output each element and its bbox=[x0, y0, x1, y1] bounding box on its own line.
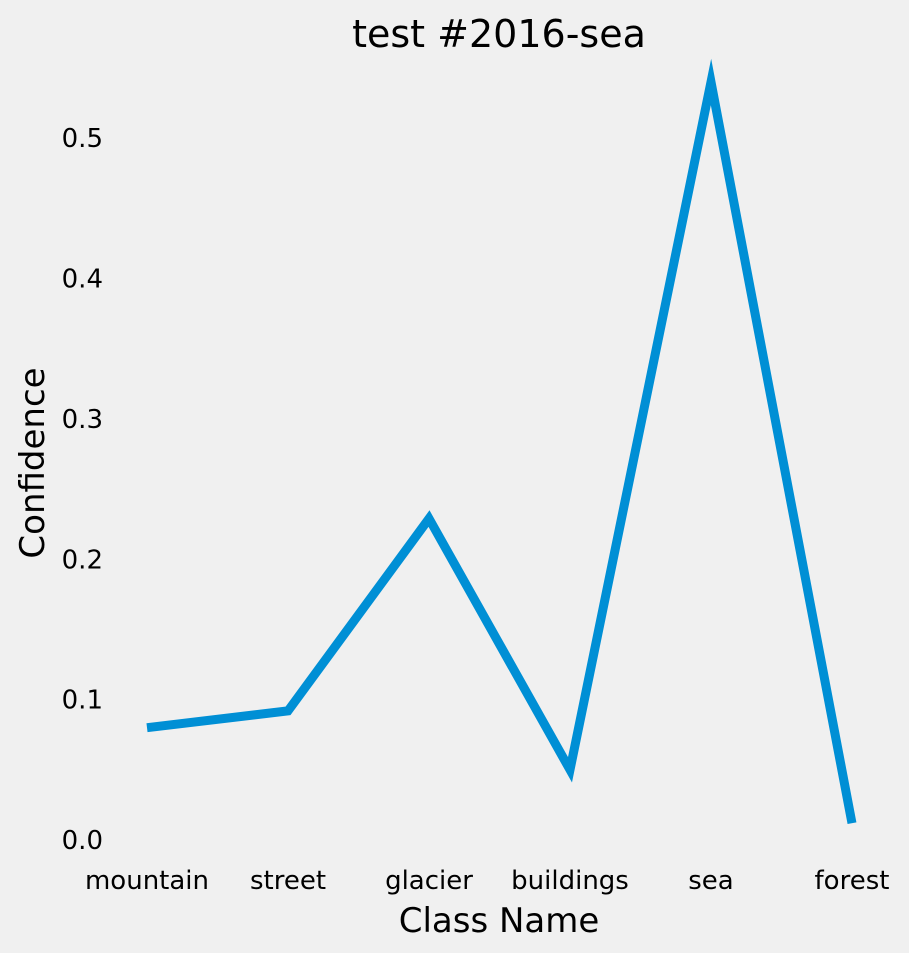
x-tick-label: sea bbox=[688, 866, 733, 896]
x-tick-label: glacier bbox=[385, 866, 473, 896]
x-tick-label: buildings bbox=[511, 866, 629, 896]
y-tick-label: 0.3 bbox=[62, 405, 103, 435]
chart-title: test #2016-sea bbox=[352, 12, 646, 56]
y-tick-label: 0.2 bbox=[62, 545, 103, 575]
x-axis-ticks: mountain street glacier buildings sea forest bbox=[85, 866, 889, 896]
y-tick-label: 0.0 bbox=[62, 826, 103, 856]
y-axis-label: Confidence bbox=[13, 367, 53, 558]
series-line bbox=[146, 58, 857, 825]
y-tick-label: 0.5 bbox=[62, 124, 103, 154]
x-tick-label: mountain bbox=[85, 866, 209, 896]
y-axis-ticks: 0.0 0.1 0.2 0.3 0.4 0.5 bbox=[62, 124, 103, 856]
series-layer bbox=[146, 58, 857, 825]
x-tick-label: street bbox=[250, 866, 326, 896]
x-axis-label: Class Name bbox=[399, 901, 600, 941]
y-tick-label: 0.4 bbox=[62, 265, 103, 295]
x-tick-label: forest bbox=[815, 866, 890, 896]
y-tick-label: 0.1 bbox=[62, 686, 103, 716]
